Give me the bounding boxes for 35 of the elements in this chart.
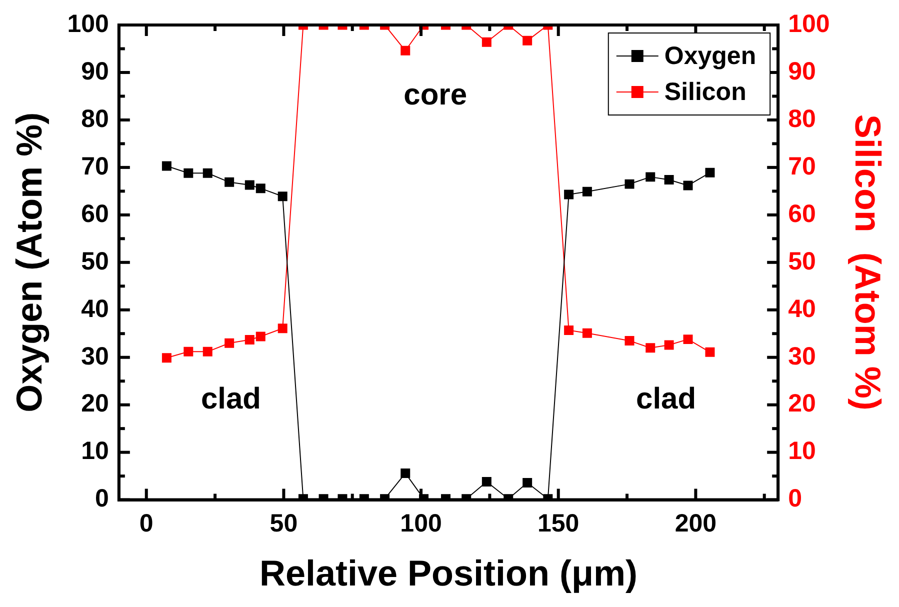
y-tick-label: 50 [81, 247, 109, 276]
y2-tick-label: 10 [788, 437, 816, 466]
y2-tick-label: 60 [788, 200, 816, 228]
y-tick-label: 100 [67, 10, 109, 38]
y-tick-label: 60 [81, 200, 109, 228]
y-tick-label: 0 [95, 484, 109, 513]
y-tick-label: 10 [81, 437, 109, 466]
x-tick-label: 50 [270, 510, 298, 538]
y2-tick-label: 70 [788, 152, 816, 180]
y2-tick-label: 0 [788, 484, 802, 513]
y-tick-label: 30 [81, 342, 109, 370]
x-tick-label: 150 [538, 510, 580, 538]
y2-tick-label: 50 [788, 247, 816, 276]
x-axis-title: Relative Position (μm) [259, 552, 638, 594]
y2-tick-label: 40 [788, 294, 816, 323]
y2-tick-label: 30 [788, 342, 816, 370]
y-tick-label: 40 [81, 294, 109, 323]
x-tick-label: 0 [139, 510, 154, 538]
y2-tick-label: 90 [788, 57, 816, 86]
x-tick-label: 100 [400, 510, 442, 538]
legend-label: Silicon [664, 78, 746, 106]
y2-tick-label: 20 [788, 390, 816, 418]
y-tick-label: 80 [81, 104, 109, 133]
x-tick-label: 200 [674, 510, 717, 538]
y2-tick-label: 80 [788, 104, 816, 133]
y-tick-label: 90 [81, 57, 109, 86]
y2-axis-title: Silicon (Atom %) [847, 114, 888, 410]
annotation: clad [200, 382, 261, 416]
annotation: core [404, 78, 468, 112]
annotation: clad [636, 382, 696, 416]
y2-tick-label: 100 [788, 10, 830, 38]
legend-label: Oxygen [664, 42, 756, 70]
y-tick-label: 20 [81, 390, 109, 418]
y-axis-title: Oxygen (Atom %) [8, 112, 50, 412]
y-tick-label: 70 [81, 152, 109, 180]
